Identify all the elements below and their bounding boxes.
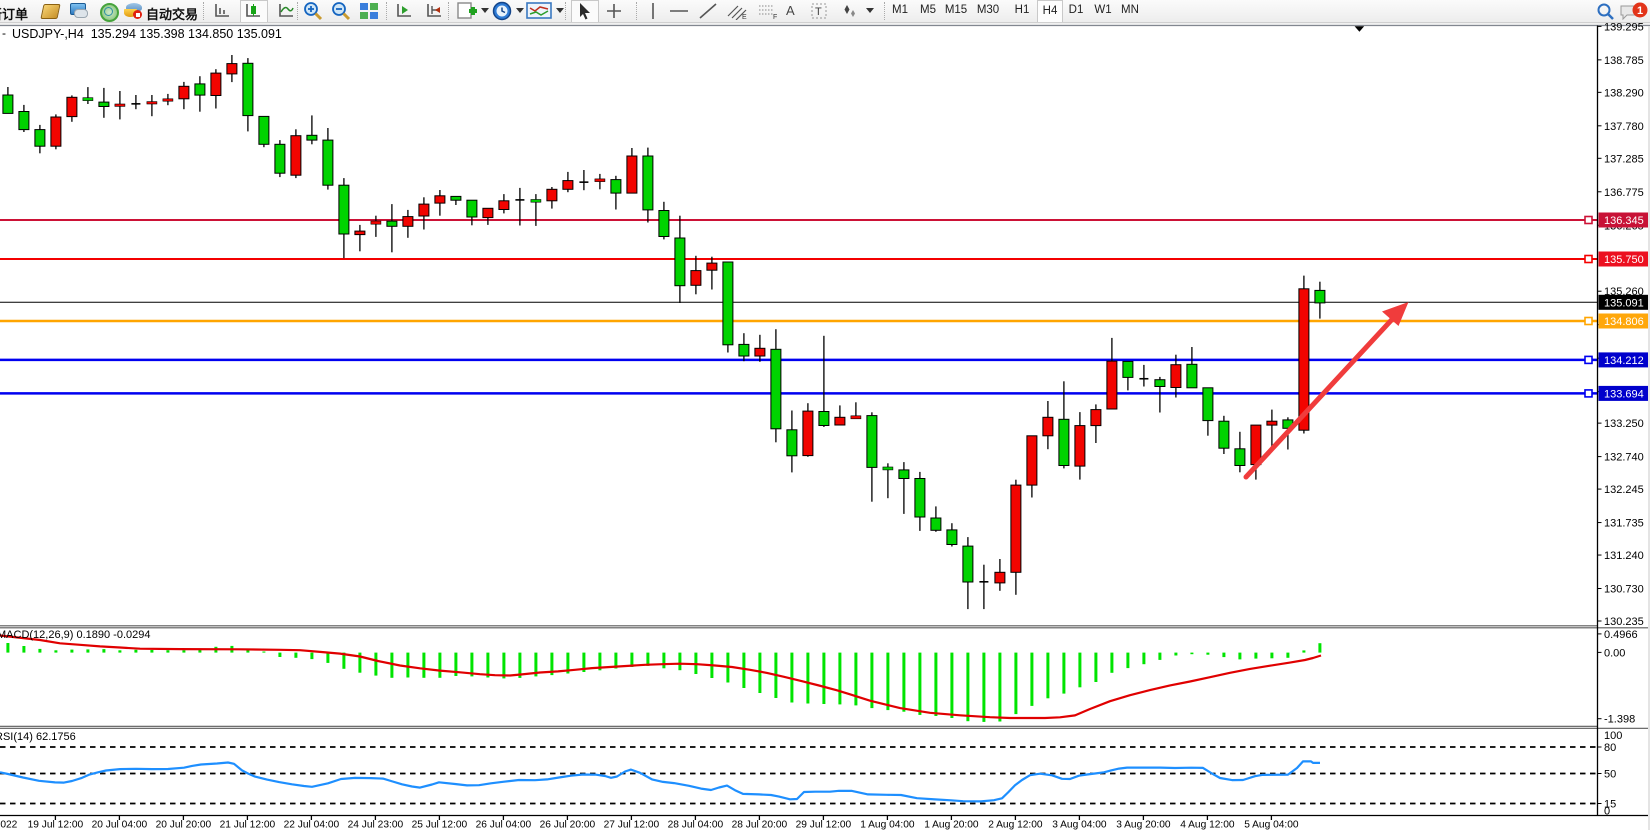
svg-text:26 Jul 20:00: 26 Jul 20:00 bbox=[540, 820, 596, 830]
svg-text:E: E bbox=[742, 14, 747, 20]
svg-text:25 Jul 12:00: 25 Jul 12:00 bbox=[412, 820, 468, 830]
svg-text:3 Aug 04:00: 3 Aug 04:00 bbox=[1052, 820, 1107, 830]
svg-text:138.290: 138.290 bbox=[1604, 87, 1644, 99]
svg-text:134.806: 134.806 bbox=[1604, 316, 1644, 328]
svg-text:5 Aug 04:00: 5 Aug 04:00 bbox=[1244, 820, 1299, 830]
svg-text:3 Aug 20:00: 3 Aug 20:00 bbox=[1116, 820, 1171, 830]
svg-text:0: 0 bbox=[1604, 806, 1610, 818]
svg-text:19 Jul 12:00: 19 Jul 12:00 bbox=[28, 820, 84, 830]
svg-text:133.694: 133.694 bbox=[1604, 389, 1644, 401]
svg-text:2 Aug 12:00: 2 Aug 12:00 bbox=[988, 820, 1043, 830]
svg-text:133.250: 133.250 bbox=[1604, 418, 1644, 430]
svg-text:137.285: 137.285 bbox=[1604, 153, 1644, 165]
svg-text:26 Jul 04:00: 26 Jul 04:00 bbox=[476, 820, 532, 830]
svg-text:138.785: 138.785 bbox=[1604, 55, 1644, 67]
svg-text:21 Jul 12:00: 21 Jul 12:00 bbox=[220, 820, 276, 830]
svg-text:132.245: 132.245 bbox=[1604, 484, 1644, 496]
svg-text:20 Jul 20:00: 20 Jul 20:00 bbox=[156, 820, 212, 830]
svg-text:20 Jul 04:00: 20 Jul 04:00 bbox=[92, 820, 148, 830]
svg-text:18 Jul 2022: 18 Jul 2022 bbox=[0, 820, 18, 830]
svg-text:24 Jul 23:00: 24 Jul 23:00 bbox=[348, 820, 404, 830]
svg-text:132.740: 132.740 bbox=[1604, 452, 1644, 464]
svg-text:RSI(14) 62.1756: RSI(14) 62.1756 bbox=[0, 731, 76, 743]
svg-text:22 Jul 04:00: 22 Jul 04:00 bbox=[284, 820, 340, 830]
svg-text:130.730: 130.730 bbox=[1604, 584, 1644, 596]
svg-text:1 Aug 20:00: 1 Aug 20:00 bbox=[924, 820, 979, 830]
svg-text:1: 1 bbox=[1637, 5, 1643, 17]
svg-text:134.212: 134.212 bbox=[1604, 355, 1644, 367]
svg-text:0.00: 0.00 bbox=[1604, 647, 1625, 659]
svg-text:80: 80 bbox=[1604, 742, 1616, 754]
svg-text:135.750: 135.750 bbox=[1604, 254, 1644, 266]
svg-text:50: 50 bbox=[1604, 769, 1616, 781]
svg-text:28 Jul 04:00: 28 Jul 04:00 bbox=[668, 820, 724, 830]
svg-text:136.775: 136.775 bbox=[1604, 187, 1644, 199]
svg-text:28 Jul 20:00: 28 Jul 20:00 bbox=[732, 820, 788, 830]
svg-text:135.091: 135.091 bbox=[1604, 298, 1644, 310]
svg-text:139.295: 139.295 bbox=[1604, 21, 1644, 33]
svg-text:0.4966: 0.4966 bbox=[1604, 629, 1638, 641]
svg-text:131.240: 131.240 bbox=[1604, 550, 1644, 562]
svg-text:27 Jul 12:00: 27 Jul 12:00 bbox=[604, 820, 660, 830]
svg-text:15: 15 bbox=[1604, 799, 1616, 811]
svg-text:F: F bbox=[773, 14, 777, 20]
svg-text:131.735: 131.735 bbox=[1604, 518, 1644, 530]
svg-text:29 Jul 12:00: 29 Jul 12:00 bbox=[796, 820, 852, 830]
svg-text:USDJPY-,H4 135.294 135.398 13: USDJPY-,H4 135.294 135.398 134.850 135.0… bbox=[12, 27, 282, 41]
svg-text:137.780: 137.780 bbox=[1604, 121, 1644, 133]
svg-text:-: - bbox=[2, 26, 6, 40]
svg-text:130.235: 130.235 bbox=[1604, 616, 1644, 628]
svg-text:1 Aug 04:00: 1 Aug 04:00 bbox=[860, 820, 915, 830]
svg-text:4 Aug 12:00: 4 Aug 12:00 bbox=[1180, 820, 1235, 830]
svg-text:136.345: 136.345 bbox=[1604, 215, 1644, 227]
svg-text:100: 100 bbox=[1604, 730, 1622, 742]
svg-text:T: T bbox=[815, 6, 822, 18]
svg-text:-1.398: -1.398 bbox=[1604, 714, 1635, 726]
svg-text:MACD(12,26,9) 0.1890 -0.0294: MACD(12,26,9) 0.1890 -0.0294 bbox=[0, 629, 150, 641]
